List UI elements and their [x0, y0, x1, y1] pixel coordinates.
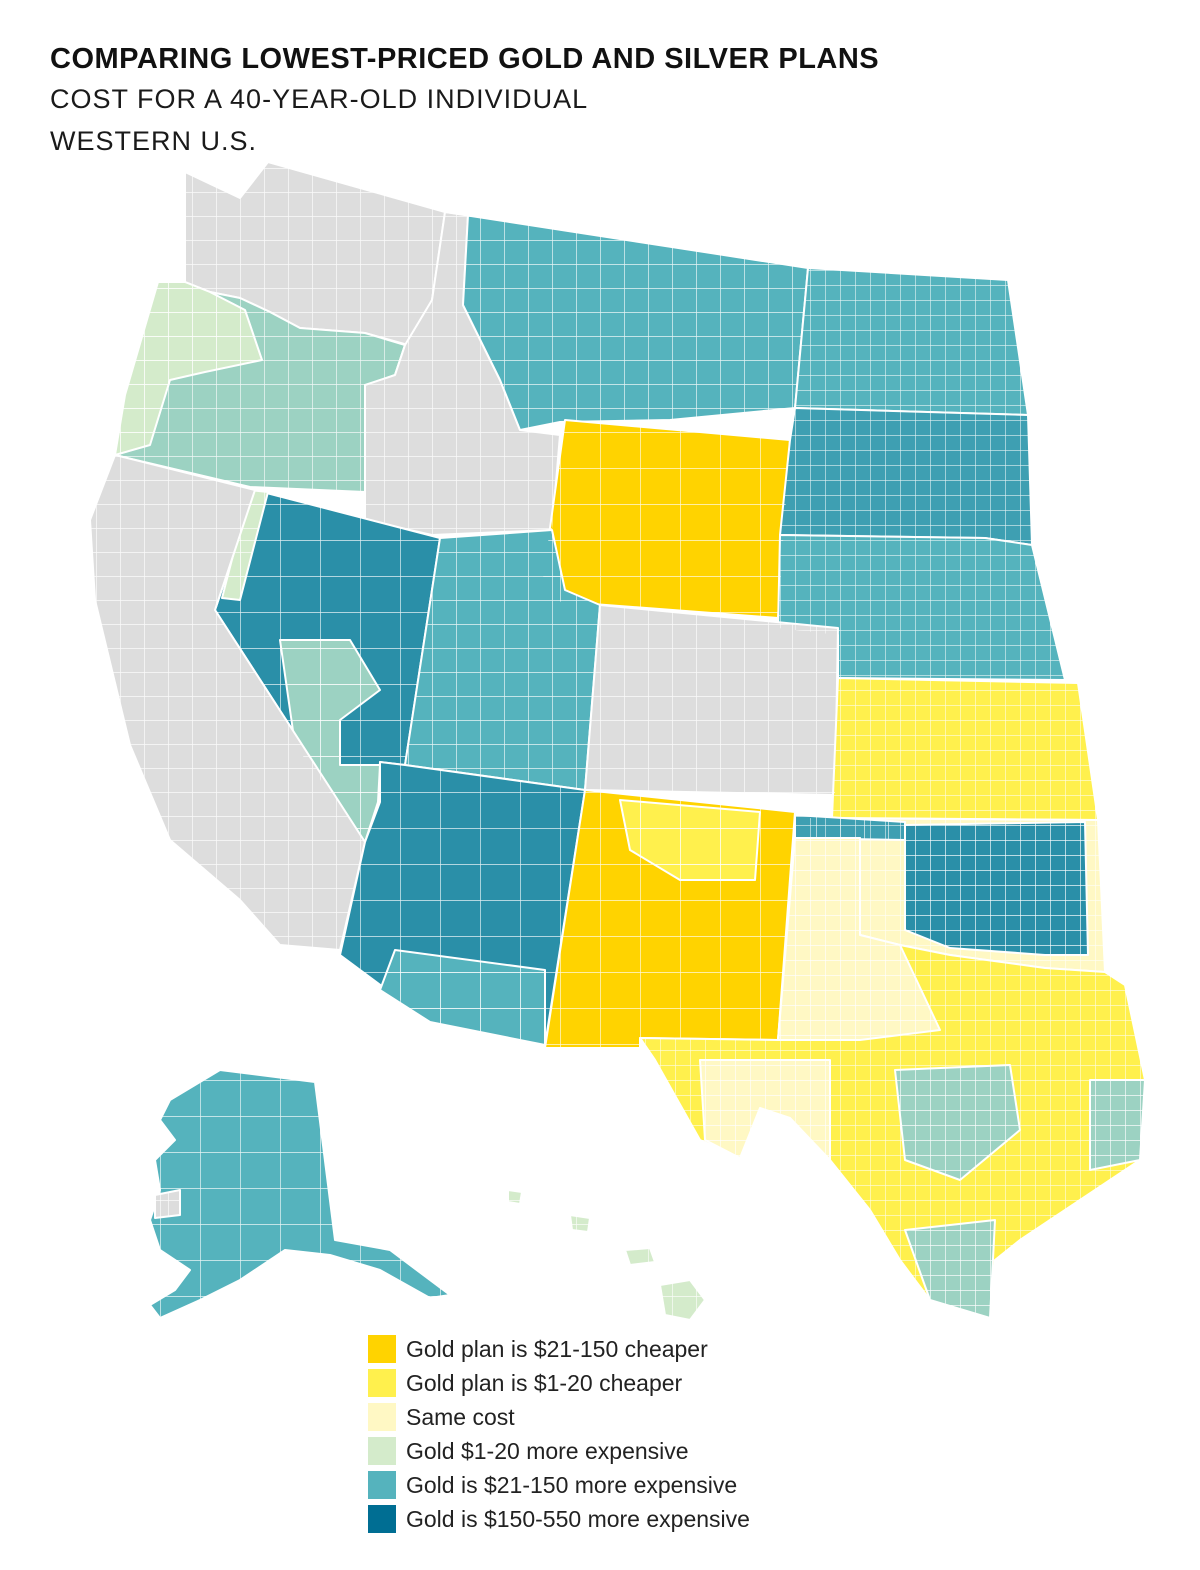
- legend-swatch: [368, 1403, 396, 1431]
- legend-swatch: [368, 1369, 396, 1397]
- legend-swatch: [368, 1335, 396, 1363]
- legend-item: Gold is $150-550 more expensive: [368, 1502, 828, 1536]
- legend-swatch: [368, 1505, 396, 1533]
- legend-label: Gold is $150-550 more expensive: [406, 1505, 750, 1532]
- legend-swatch: [368, 1437, 396, 1465]
- legend-label: Same cost: [406, 1403, 515, 1430]
- legend-item: Gold plan is $1-20 cheaper: [368, 1366, 828, 1400]
- map-subtitle: COST FOR A 40-YEAR-OLD INDIVIDUAL: [50, 84, 589, 114]
- legend-label: Gold plan is $21-150 cheaper: [406, 1335, 708, 1362]
- legend-label: Gold is $21-150 more expensive: [406, 1471, 738, 1498]
- legend: Gold plan is $21-150 cheaper Gold plan i…: [368, 1332, 828, 1536]
- legend-swatch: [368, 1471, 396, 1499]
- header: COMPARING LOWEST-PRICED GOLD AND SILVER …: [50, 40, 1150, 162]
- legend-item: Gold plan is $21-150 cheaper: [368, 1332, 828, 1366]
- map-region-label: WESTERN U.S.: [50, 126, 258, 156]
- legend-label: Gold plan is $1-20 cheaper: [406, 1369, 683, 1396]
- legend-label: Gold $1-20 more expensive: [406, 1437, 689, 1464]
- map-title: COMPARING LOWEST-PRICED GOLD AND SILVER …: [50, 43, 880, 75]
- legend-item: Same cost: [368, 1400, 828, 1434]
- legend-item: Gold is $21-150 more expensive: [368, 1468, 828, 1502]
- legend-item: Gold $1-20 more expensive: [368, 1434, 828, 1468]
